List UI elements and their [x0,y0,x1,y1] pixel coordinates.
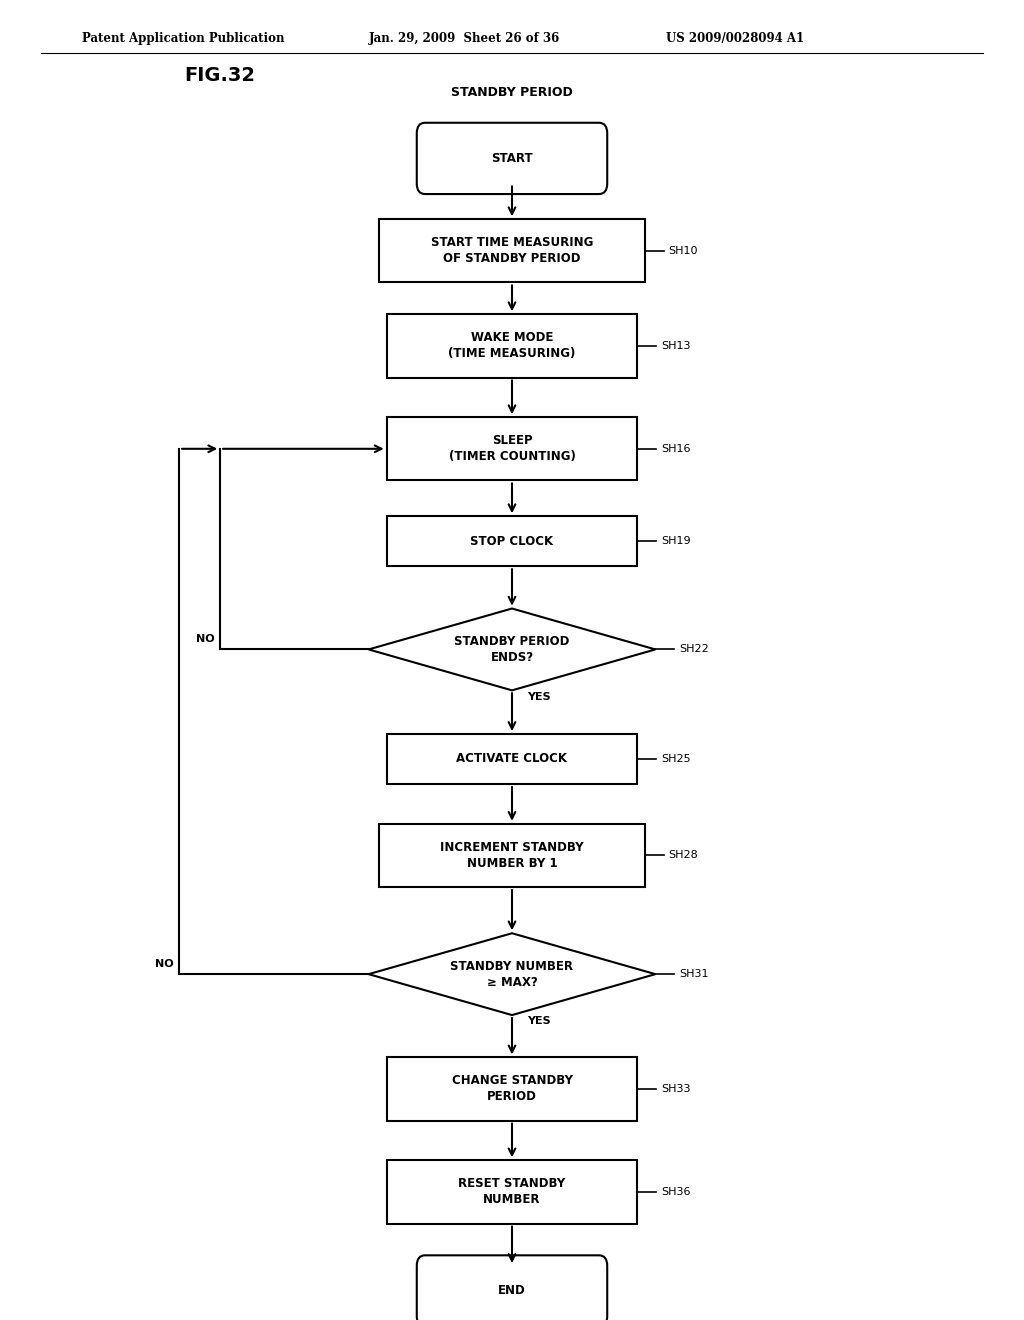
Polygon shape [369,609,655,690]
Text: FIG.32: FIG.32 [184,66,255,84]
Polygon shape [369,933,655,1015]
Bar [387,516,637,566]
Text: START: START [492,152,532,165]
Bar [387,734,637,784]
Text: Jan. 29, 2009  Sheet 26 of 36: Jan. 29, 2009 Sheet 26 of 36 [369,32,560,45]
Text: SLEEP
(TIMER COUNTING): SLEEP (TIMER COUNTING) [449,434,575,463]
Text: ACTIVATE CLOCK: ACTIVATE CLOCK [457,752,567,766]
Bar [387,314,637,378]
Text: SH13: SH13 [662,341,690,351]
Text: WAKE MODE
(TIME MEASURING): WAKE MODE (TIME MEASURING) [449,331,575,360]
Text: SH22: SH22 [679,644,709,655]
Text: STOP CLOCK: STOP CLOCK [470,535,554,548]
Text: STANDBY PERIOD
ENDS?: STANDBY PERIOD ENDS? [455,635,569,664]
Text: SH31: SH31 [679,969,709,979]
Bar [387,417,637,480]
FancyBboxPatch shape [417,123,607,194]
Text: CHANGE STANDBY
PERIOD: CHANGE STANDBY PERIOD [452,1074,572,1104]
Text: END: END [498,1284,526,1298]
Text: SH25: SH25 [662,754,690,764]
Text: SH19: SH19 [662,536,690,546]
Bar [387,1057,637,1121]
Text: YES: YES [527,1015,551,1026]
Bar [387,1160,637,1224]
Text: STANDBY NUMBER
≥ MAX?: STANDBY NUMBER ≥ MAX? [451,960,573,989]
Text: SH33: SH33 [662,1084,690,1094]
Bar [379,824,645,887]
Text: SH36: SH36 [662,1187,690,1197]
Text: YES: YES [527,692,551,702]
Text: STANDBY PERIOD: STANDBY PERIOD [452,86,572,99]
Text: RESET STANDBY
NUMBER: RESET STANDBY NUMBER [459,1177,565,1206]
Text: Patent Application Publication: Patent Application Publication [82,32,285,45]
Text: START TIME MEASURING
OF STANDBY PERIOD: START TIME MEASURING OF STANDBY PERIOD [431,236,593,265]
Text: SH16: SH16 [662,444,690,454]
Text: INCREMENT STANDBY
NUMBER BY 1: INCREMENT STANDBY NUMBER BY 1 [440,841,584,870]
Text: NO: NO [197,634,215,644]
Text: NO: NO [156,958,174,969]
Text: SH28: SH28 [669,850,698,861]
FancyBboxPatch shape [417,1255,607,1320]
Bar [379,219,645,282]
Text: SH10: SH10 [669,246,698,256]
Text: US 2009/0028094 A1: US 2009/0028094 A1 [666,32,804,45]
